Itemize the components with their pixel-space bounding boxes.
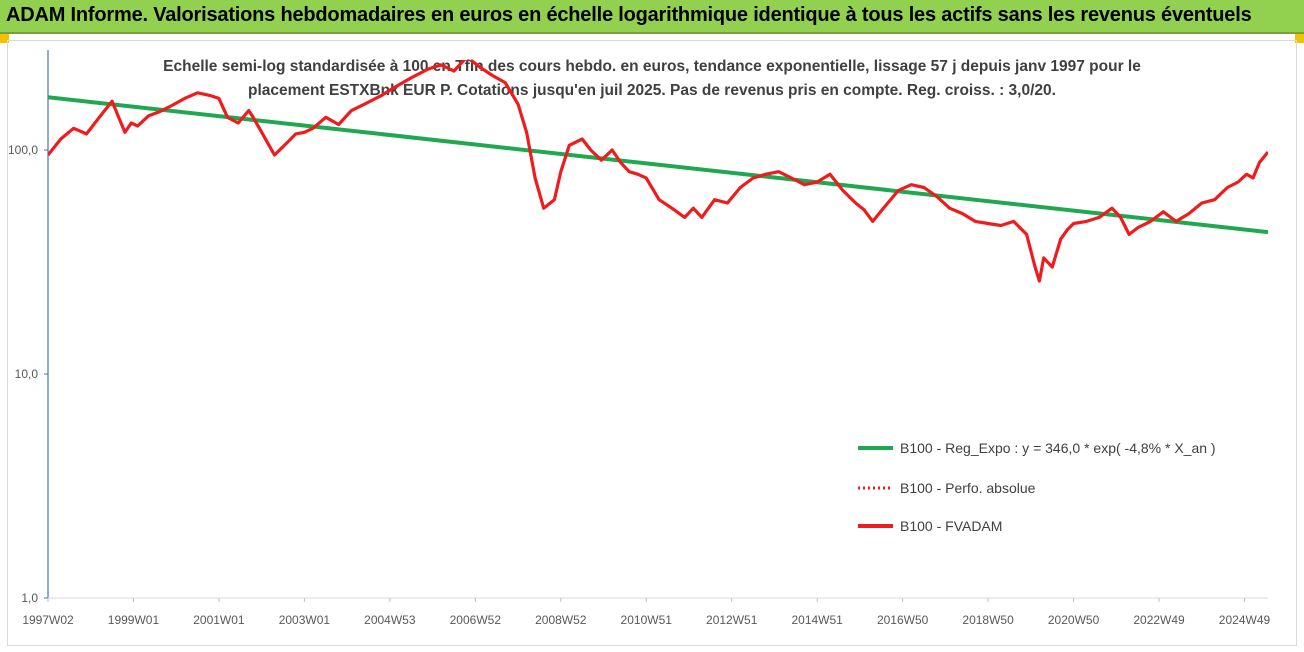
banner-title: ADAM Informe. Valorisations hebdomadaire… bbox=[6, 4, 1252, 26]
x-tick-label: 2001W01 bbox=[193, 613, 245, 627]
x-tick-label: 2008W52 bbox=[535, 613, 587, 627]
legend-trend-label: B100 - Reg_Expo : y = 346,0 * exp( -4,8%… bbox=[900, 440, 1216, 456]
legend-perfo-label: B100 - Perfo. absolue bbox=[900, 480, 1036, 496]
x-tick-label: 2012W51 bbox=[706, 613, 758, 627]
axes: 1,0 10,0 100,0 1997W02 1999W01 2001W01 2003W01… bbox=[8, 50, 1271, 627]
x-tick-label: 2016W50 bbox=[877, 613, 929, 627]
y-tick-label: 10,0 bbox=[15, 367, 39, 381]
corner-marker-right bbox=[1295, 34, 1304, 43]
trend-line bbox=[48, 95, 1268, 235]
chart-title-line1: Echelle semi-log standardisée à 100 en T… bbox=[163, 58, 1141, 75]
legend: B100 - Reg_Expo : y = 346,0 * exp( -4,8%… bbox=[858, 440, 1216, 534]
y-tick-label: 1,0 bbox=[21, 591, 38, 605]
x-tick-label: 2022W49 bbox=[1133, 613, 1185, 627]
x-tick-label: 1999W01 bbox=[108, 613, 160, 627]
x-tick-label: 2024W49 bbox=[1219, 613, 1271, 627]
legend-fvadam-label: B100 - FVADAM bbox=[900, 518, 1002, 534]
x-tick-label: 2020W50 bbox=[1048, 613, 1100, 627]
header-banner: ADAM Informe. Valorisations hebdomadaire… bbox=[0, 0, 1304, 34]
x-tick-label: 2006W52 bbox=[450, 613, 502, 627]
chart-title-line2: placement ESTXBnk EUR P. Cotations jusqu… bbox=[248, 82, 1056, 99]
x-tick-label: 1997W02 bbox=[22, 613, 74, 627]
x-tick-label: 2014W51 bbox=[791, 613, 843, 627]
chart-frame bbox=[7, 40, 1297, 646]
x-tick-label: 2004W53 bbox=[364, 613, 416, 627]
series-marks bbox=[48, 60, 1268, 283]
corner-marker-left bbox=[0, 34, 9, 43]
fvadam-line bbox=[48, 60, 1268, 283]
x-tick-label: 2018W50 bbox=[962, 613, 1014, 627]
x-tick-label: 2003W01 bbox=[279, 613, 331, 627]
y-tick-label: 100,0 bbox=[8, 143, 38, 157]
x-tick-label: 2010W51 bbox=[621, 613, 673, 627]
